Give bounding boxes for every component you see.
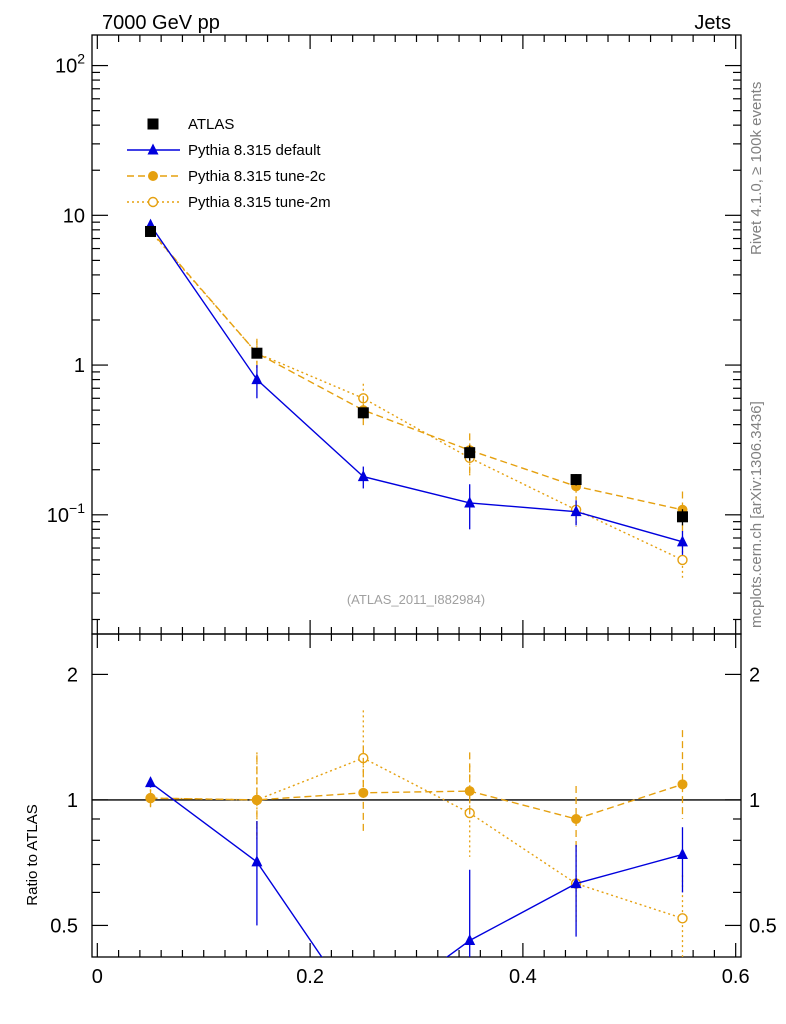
data-point-data bbox=[464, 447, 476, 459]
ratio-point-default bbox=[358, 1011, 369, 1022]
side-label-bottom: mcplots.cern.ch [arXiv:1306.3436] bbox=[748, 401, 765, 628]
legend-marker bbox=[147, 143, 159, 155]
ratio-point-default bbox=[251, 855, 263, 867]
ratio-y-tick-label-left: 1 bbox=[67, 790, 78, 812]
ratio-point-default bbox=[676, 847, 688, 859]
header-left: 7000 GeV pp bbox=[102, 12, 220, 34]
y-tick-label: 102 bbox=[55, 51, 85, 78]
data-point-data bbox=[251, 347, 263, 359]
series-line-tune2m bbox=[149, 231, 683, 561]
ratio-y-tick-label-left: 0.5 bbox=[50, 915, 78, 937]
x-tick-label: 0.4 bbox=[509, 966, 537, 988]
ratio-point-default bbox=[145, 776, 157, 788]
ratio-y-tick-label-right: 2 bbox=[749, 664, 760, 686]
ratio-point-tune2c bbox=[677, 779, 688, 790]
legend-marker bbox=[148, 171, 158, 181]
series-tune2m bbox=[145, 226, 688, 578]
ratio-point-tune2c bbox=[358, 787, 369, 798]
legend-item-tune2c: Pythia 8.315 tune-2c bbox=[127, 168, 326, 185]
y-tick-label: 10−1 bbox=[47, 500, 85, 527]
legend-item-default: Pythia 8.315 default bbox=[127, 142, 321, 159]
ratio-plot-area bbox=[92, 710, 741, 1022]
ratio-panel: 0.5 0.5 1 1 2 2 0 0.2 0.4 0.6 bbox=[50, 633, 777, 1022]
data-point-data bbox=[676, 511, 688, 523]
main-panel: 10−1 1 10 102 ATLAS Pythia 8.315 default Pythi… bbox=[47, 34, 742, 635]
data-point-default bbox=[251, 373, 263, 385]
ratio-point-tune2c bbox=[145, 793, 156, 804]
legend-label: ATLAS bbox=[188, 116, 234, 133]
data-point-tune2m bbox=[677, 554, 688, 566]
x-tick-label: 0 bbox=[92, 966, 103, 988]
side-label-top: Rivet 4.1.0, ≥ 100k events bbox=[748, 82, 765, 255]
ratio-line-tune2m bbox=[150, 757, 683, 919]
data-point-data bbox=[570, 474, 582, 486]
y-tick-label: 1 bbox=[74, 355, 85, 377]
ratio-point-tune2c bbox=[464, 786, 475, 797]
ratio-y-tick-label-right: 0.5 bbox=[749, 915, 777, 937]
ratio-series-tune2m bbox=[145, 710, 688, 957]
y-tick-label: 10 bbox=[63, 205, 85, 227]
ratio-y-tick-label-right: 1 bbox=[749, 790, 760, 812]
ratio-point-tune2c bbox=[571, 813, 582, 824]
ratio-series-tune2c bbox=[145, 730, 688, 848]
legend-label: Pythia 8.315 tune-2m bbox=[188, 194, 331, 211]
ratio-point-tune2c bbox=[251, 794, 262, 805]
data-point-default bbox=[676, 535, 688, 547]
ratio-point-tune2m bbox=[677, 913, 688, 924]
legend-item-data: ATLAS bbox=[147, 116, 234, 133]
series-data bbox=[145, 225, 688, 526]
main-plot-area bbox=[145, 218, 688, 578]
legend: ATLAS Pythia 8.315 default Pythia 8.315 tu… bbox=[127, 116, 331, 211]
header-right: Jets bbox=[694, 12, 731, 34]
ratio-point-default bbox=[464, 934, 476, 946]
data-point-default bbox=[570, 505, 582, 517]
data-point-default bbox=[464, 496, 476, 508]
series-default bbox=[145, 218, 688, 555]
legend-item-tune2m: Pythia 8.315 tune-2m bbox=[127, 194, 331, 211]
analysis-label: (ATLAS_2011_I882984) bbox=[347, 592, 485, 607]
x-tick-label: 0.6 bbox=[722, 966, 750, 988]
series-line-tune2c bbox=[149, 230, 683, 511]
data-point-data bbox=[357, 407, 369, 419]
series-line-default bbox=[149, 224, 683, 543]
ratio-line-default bbox=[150, 782, 683, 957]
ratio-point-default bbox=[570, 877, 582, 889]
ratio-line-tune2c bbox=[150, 783, 683, 820]
series-tune2c bbox=[145, 225, 688, 536]
legend-label: Pythia 8.315 default bbox=[188, 142, 321, 159]
ratio-ylabel: Ratio to ATLAS bbox=[24, 804, 41, 905]
ratio-y-tick-label-left: 2 bbox=[67, 664, 78, 686]
ratio-frame bbox=[91, 633, 742, 958]
legend-marker bbox=[147, 196, 159, 208]
legend-label: Pythia 8.315 tune-2c bbox=[188, 168, 326, 185]
ratio-series-default bbox=[145, 776, 688, 1022]
x-tick-label: 0.2 bbox=[296, 966, 324, 988]
legend-marker bbox=[147, 118, 159, 130]
data-point-data bbox=[145, 225, 157, 237]
data-point-default bbox=[357, 470, 369, 482]
